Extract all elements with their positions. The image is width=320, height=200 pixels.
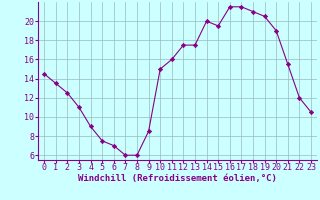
X-axis label: Windchill (Refroidissement éolien,°C): Windchill (Refroidissement éolien,°C) bbox=[78, 174, 277, 183]
